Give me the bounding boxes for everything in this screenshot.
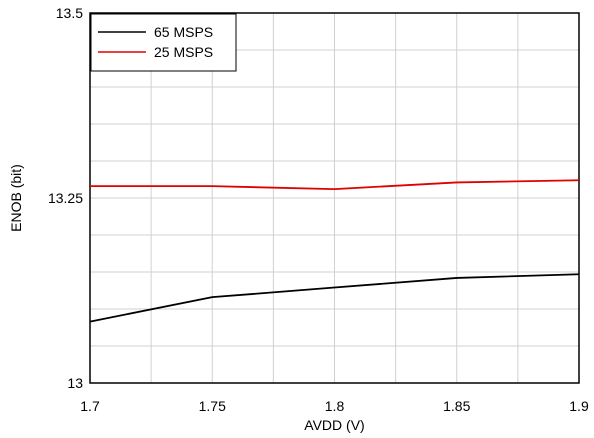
legend-box: [90, 13, 237, 72]
y-axis-ticks: 13 13.25 13.5: [48, 5, 83, 391]
x-tick-label: 1.85: [443, 398, 470, 414]
series-layer: [89, 179, 580, 323]
x-axis-title: AVDD (V): [304, 417, 364, 433]
y-tick-label: 13: [67, 375, 83, 391]
y-tick-label: 13.25: [48, 190, 83, 206]
x-tick-label: 1.8: [325, 398, 345, 414]
y-tick-label: 13.5: [56, 5, 83, 21]
y-axis-title: ENOB (bit): [8, 164, 24, 232]
x-tick-label: 1.9: [569, 398, 589, 414]
plot-area-frame: [89, 12, 580, 384]
legend: 65 MSPS 25 MSPS: [90, 13, 237, 72]
grid-lines: [90, 13, 579, 383]
x-tick-label: 1.75: [199, 398, 226, 414]
x-axis-ticks: 1.7 1.75 1.8 1.85 1.9: [80, 398, 589, 414]
legend-label-25-msps: 25 MSPS: [154, 44, 213, 60]
series-line-65-msps: [89, 273, 580, 323]
x-tick-label: 1.7: [80, 398, 100, 414]
series-line-25-msps: [90, 179, 580, 191]
legend-label-65-msps: 65 MSPS: [154, 24, 213, 40]
